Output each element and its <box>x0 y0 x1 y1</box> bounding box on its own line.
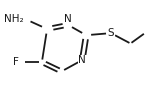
Text: N: N <box>78 55 86 65</box>
Text: S: S <box>108 28 114 38</box>
Text: NH₂: NH₂ <box>4 14 24 24</box>
Text: N: N <box>64 14 72 24</box>
Text: F: F <box>13 57 19 67</box>
